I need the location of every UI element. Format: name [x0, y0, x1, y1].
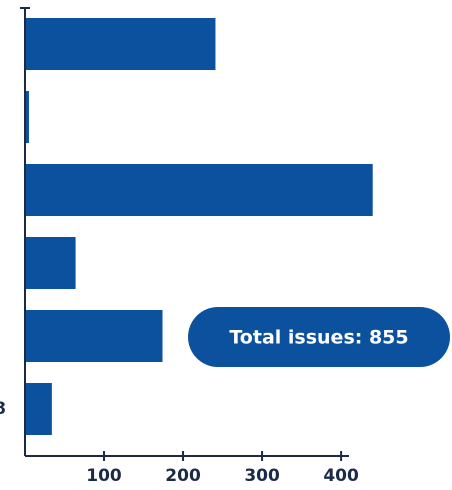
bar	[25, 237, 76, 289]
annotation: Total issues: 855	[188, 307, 450, 367]
x-tick-label: 200	[165, 466, 201, 486]
bar	[25, 164, 373, 216]
bar	[25, 18, 216, 70]
annotation-box	[188, 307, 450, 367]
bar	[25, 310, 163, 362]
bar	[25, 91, 29, 143]
bar	[25, 383, 52, 435]
x-tick-label: 400	[323, 466, 359, 486]
y-tick-label: 8	[0, 399, 6, 419]
x-tick-label: 100	[86, 466, 122, 486]
annotation-text: Total issues: 855	[229, 327, 408, 349]
x-tick-label: 300	[244, 466, 280, 486]
